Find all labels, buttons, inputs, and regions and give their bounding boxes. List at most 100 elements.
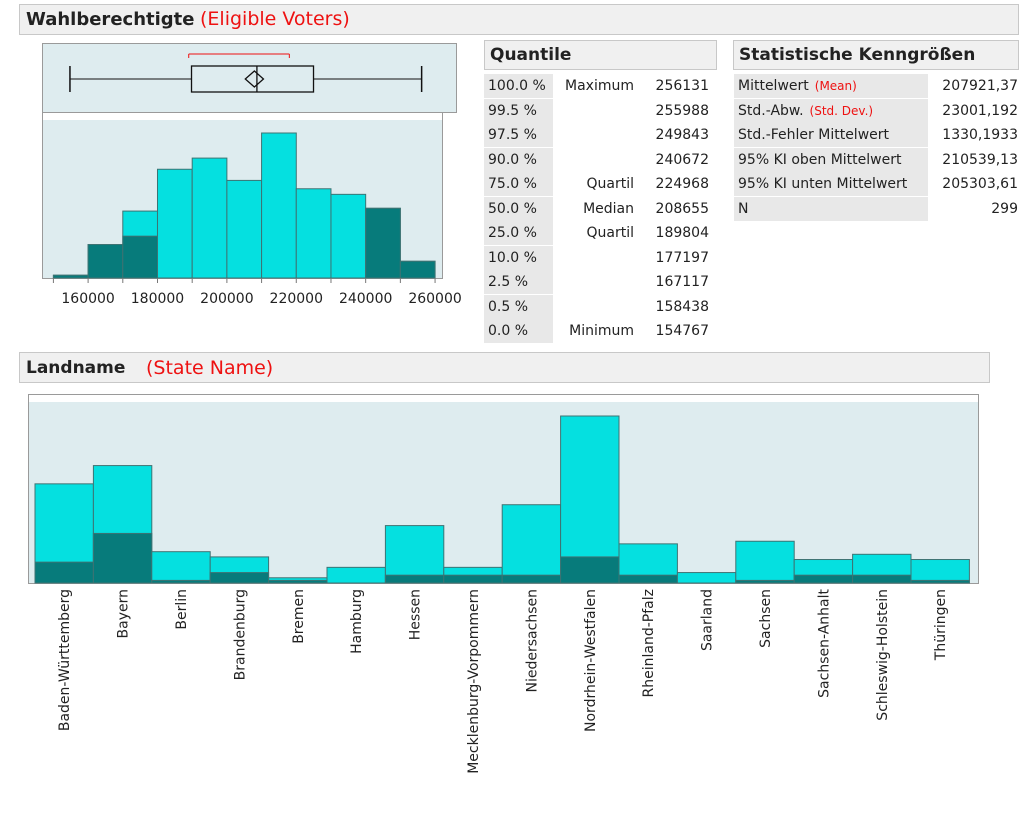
state-bar-highlight (92, 532, 153, 584)
stats-label: Std.-Fehler Mittelwert (734, 123, 928, 147)
quantile-row: 10.0 % 177197 (484, 245, 717, 270)
histogram: 160000 180000 200000 220000 240000 260000 (42, 112, 462, 307)
state-bar-highlight (618, 574, 678, 584)
state-label: Sachsen (758, 589, 774, 648)
quantiles-table: 100.0 % Maximum 256131 99.5 % 255988 97.5 % 24… (484, 74, 717, 344)
quantile-row: 100.0 % Maximum 256131 (484, 74, 717, 98)
stats-value: 210539,13 (942, 151, 1018, 168)
state-label: Rheinland-Pfalz (641, 589, 657, 697)
state-label: Nordrhein-Westfalen (583, 589, 599, 732)
state-bar (910, 559, 970, 584)
stats-label-text: 95% KI unten Mittelwert (738, 176, 908, 192)
box-plot (42, 43, 457, 113)
state-bar-highlight (793, 574, 854, 584)
state-label: Schleswig-Holstein (875, 589, 891, 721)
histogram-bar (261, 132, 297, 279)
x-tick-label: 260000 (408, 291, 461, 307)
quantile-percent: 75.0 % (484, 172, 553, 196)
state-bar (151, 551, 211, 584)
stats-value: 1330,1933 (942, 127, 1018, 143)
stats-row: N 299 (734, 196, 1020, 221)
section-title: Wahlberechtigte (26, 9, 195, 30)
stats-value: 205303,61 (942, 176, 1018, 192)
quantile-percent: 90.0 % (484, 147, 553, 172)
quantile-row: 50.0 % Median 208655 (484, 196, 717, 221)
histogram-bar-highlight (122, 235, 158, 279)
section-title: Landname (26, 358, 126, 378)
quantiles-title: Quantile (490, 45, 572, 65)
quantile-percent: 99.5 % (484, 98, 553, 123)
stats-label: Mittelwert (Mean) (734, 74, 928, 98)
state-bar-highlight (443, 574, 503, 584)
stats-annotation: (Mean) (814, 79, 857, 93)
quantiles-header[interactable]: Quantile (484, 40, 717, 70)
histogram-bar-highlight (52, 274, 89, 279)
quantile-value: 240672 (655, 151, 709, 168)
quantile-percent: 10.0 % (484, 245, 553, 270)
stats-label: 95% KI unten Mittelwert (734, 172, 928, 196)
quantile-percent: 0.5 % (484, 294, 553, 319)
histogram-bar-highlight (399, 260, 436, 279)
quantile-percent: 25.0 % (484, 221, 553, 245)
stats-label: N (734, 196, 928, 221)
stats-value: 299 (991, 200, 1018, 217)
state-label: Thüringen (933, 589, 949, 661)
quantile-row: 0.5 % 158438 (484, 294, 717, 319)
box-iqr (190, 65, 315, 93)
state-bar (735, 540, 795, 584)
mean-diamond (244, 70, 265, 88)
quantile-row: 0.0 % Minimum 154767 (484, 319, 717, 343)
stats-label: 95% KI oben Mittelwert (734, 147, 928, 172)
stats-table: Mittelwert (Mean) 207921,37 Std.-Abw. (Std. … (734, 74, 1020, 224)
state-label: Niedersachsen (524, 589, 540, 692)
state-bar-highlight (34, 561, 94, 584)
stats-row: Std.-Abw. (Std. Dev.) 23001,192 (734, 98, 1020, 123)
stats-annotation: (Std. Dev.) (809, 103, 874, 118)
state-label: Berlin (174, 589, 190, 630)
state-bar (384, 525, 445, 584)
stats-row: 95% KI unten Mittelwert 205303,61 (734, 172, 1020, 196)
quantile-value: 167117 (655, 274, 709, 290)
stats-label-text: N (738, 200, 749, 217)
state-bar-highlight (384, 574, 445, 584)
quantile-value: 154767 (655, 323, 709, 339)
stats-row: Mittelwert (Mean) 207921,37 (734, 74, 1020, 98)
quantile-value: 189804 (655, 225, 709, 241)
quantile-value: 208655 (655, 200, 709, 217)
state-label: Bremen (291, 589, 307, 644)
x-tick-label: 240000 (339, 291, 392, 307)
stats-label-text: Std.-Fehler Mittelwert (738, 127, 890, 143)
x-tick-label: 200000 (200, 291, 253, 307)
state-bar-highlight (268, 579, 328, 584)
section-header-landname[interactable]: Landname (State Name) (19, 352, 990, 383)
histogram-bar (226, 179, 263, 279)
quantile-value: 249843 (655, 127, 709, 143)
quantile-row: 75.0 % Quartil 224968 (484, 172, 717, 196)
quantile-value: 256131 (655, 78, 709, 94)
state-bar-highlight (852, 574, 912, 584)
quantile-percent: 0.0 % (484, 319, 553, 343)
quantile-row: 25.0 % Quartil 189804 (484, 221, 717, 245)
state-label: Hessen (408, 589, 424, 640)
histogram-bar (191, 157, 228, 279)
histogram-bar-highlight (87, 244, 124, 279)
section-header-wahlberechtigte[interactable]: Wahlberechtigte (Eligible Voters) (19, 4, 1019, 35)
stats-label-text: 95% KI oben Mittelwert (738, 151, 902, 168)
section-annotation: (State Name) (146, 357, 274, 379)
state-label: Mecklenburg-Vorpommern (466, 589, 482, 774)
stats-header[interactable]: Statistische Kenngrößen (733, 40, 1019, 70)
state-bar-highlight (151, 579, 211, 584)
state-bar-highlight (501, 574, 562, 584)
quantile-value: 255988 (655, 102, 709, 119)
quantile-label: Quartil (586, 225, 635, 241)
state-bar (560, 415, 620, 584)
state-bar-chart: Baden-Württemberg Bayern Berlin Brandenburg… (28, 394, 979, 774)
stats-label: Std.-Abw. (Std. Dev.) (734, 98, 928, 123)
quantile-value: 177197 (655, 249, 709, 266)
quantile-row: 90.0 % 240672 (484, 147, 717, 172)
quantile-row: 97.5 % 249843 (484, 123, 717, 147)
state-label: Saarland (700, 589, 716, 651)
quantile-row: 2.5 % 167117 (484, 270, 717, 294)
quantile-label: Maximum (565, 78, 634, 94)
stats-title: Statistische Kenngrößen (739, 45, 976, 65)
